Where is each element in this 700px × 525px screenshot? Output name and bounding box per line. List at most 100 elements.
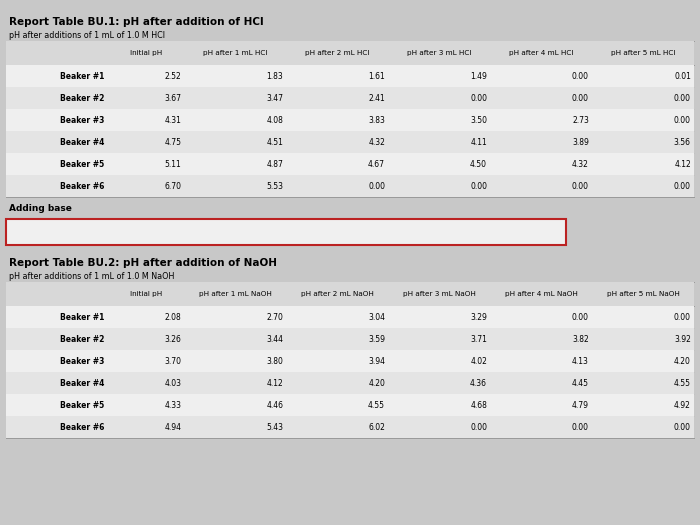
- Text: 4.50: 4.50: [470, 160, 487, 169]
- Text: 4.68: 4.68: [470, 401, 487, 410]
- Text: 4.08: 4.08: [266, 116, 283, 125]
- Text: 4.36: 4.36: [470, 379, 487, 388]
- Text: Beaker #5: Beaker #5: [60, 160, 104, 169]
- Text: 0.01: 0.01: [674, 71, 691, 81]
- Text: 4.32: 4.32: [572, 160, 589, 169]
- Text: 6.02: 6.02: [368, 423, 385, 432]
- Text: 3.44: 3.44: [266, 334, 283, 344]
- Text: 4.87: 4.87: [266, 160, 283, 169]
- Text: 0.00: 0.00: [470, 182, 487, 191]
- Text: Beaker #6: Beaker #6: [60, 182, 104, 191]
- Text: pH after 2 mL HCl: pH after 2 mL HCl: [305, 50, 370, 56]
- Text: 4.11: 4.11: [470, 138, 487, 147]
- Text: 4.03: 4.03: [164, 379, 181, 388]
- Text: 4.55: 4.55: [368, 401, 385, 410]
- Text: 5.11: 5.11: [164, 160, 181, 169]
- Text: Report Table BU.2: pH after addition of NaOH: Report Table BU.2: pH after addition of …: [9, 258, 277, 268]
- Text: 3.83: 3.83: [368, 116, 385, 125]
- Text: 4.12: 4.12: [674, 160, 691, 169]
- Text: 3.80: 3.80: [266, 356, 283, 366]
- Text: 5.43: 5.43: [266, 423, 283, 432]
- Text: 0.00: 0.00: [470, 423, 487, 432]
- Text: pH after 4 mL HCl: pH after 4 mL HCl: [510, 50, 574, 56]
- Text: 6.70: 6.70: [164, 182, 181, 191]
- Text: 3.04: 3.04: [368, 312, 385, 322]
- Text: 0.00: 0.00: [674, 312, 691, 322]
- Text: 2.73: 2.73: [572, 116, 589, 125]
- Text: pH after 3 mL HCl: pH after 3 mL HCl: [407, 50, 472, 56]
- Text: 4.12: 4.12: [267, 379, 283, 388]
- Text: Report Table BU.1: pH after addition of HCl: Report Table BU.1: pH after addition of …: [9, 17, 264, 27]
- Text: Initial pH: Initial pH: [130, 50, 162, 56]
- Text: 4.94: 4.94: [164, 423, 181, 432]
- Text: 3.94: 3.94: [368, 356, 385, 366]
- Text: 3.70: 3.70: [164, 356, 181, 366]
- Text: 4.67: 4.67: [368, 160, 385, 169]
- Text: 4.33: 4.33: [164, 401, 181, 410]
- Text: 3.47: 3.47: [266, 93, 283, 103]
- Text: 0.00: 0.00: [470, 93, 487, 103]
- Text: 4.13: 4.13: [572, 356, 589, 366]
- Text: 3.29: 3.29: [470, 312, 487, 322]
- Text: 3.67: 3.67: [164, 93, 181, 103]
- Text: 0.00: 0.00: [368, 182, 385, 191]
- Text: pH after 5 mL HCl: pH after 5 mL HCl: [611, 50, 676, 56]
- Text: pH after 2 mL NaOH: pH after 2 mL NaOH: [301, 291, 374, 297]
- Text: Beaker #3: Beaker #3: [60, 356, 104, 366]
- Text: 3.92: 3.92: [674, 334, 691, 344]
- Text: pH after 1 mL HCl: pH after 1 mL HCl: [204, 50, 268, 56]
- Text: 0.00: 0.00: [674, 93, 691, 103]
- Text: 2.08: 2.08: [164, 312, 181, 322]
- Text: 0.00: 0.00: [674, 182, 691, 191]
- Text: 0.00: 0.00: [572, 312, 589, 322]
- Text: pH after additions of 1 mL of 1.0 M HCl: pH after additions of 1 mL of 1.0 M HCl: [9, 32, 165, 40]
- Text: Beaker #5: Beaker #5: [60, 401, 104, 410]
- Text: 0.00: 0.00: [674, 423, 691, 432]
- Text: 1.49: 1.49: [470, 71, 487, 81]
- Text: Beaker #1: Beaker #1: [60, 312, 104, 322]
- Text: 3.82: 3.82: [572, 334, 589, 344]
- Text: 4.20: 4.20: [674, 356, 691, 366]
- Text: 0.00: 0.00: [572, 423, 589, 432]
- Text: 2.52: 2.52: [164, 71, 181, 81]
- Text: 4.51: 4.51: [266, 138, 283, 147]
- Text: Beaker #2: Beaker #2: [60, 93, 104, 103]
- Text: Adding base: Adding base: [9, 204, 72, 213]
- Text: Note:If the buffer capacity for a solution is exceeded in less than 5 mL, there : Note:If the buffer capacity for a soluti…: [13, 229, 526, 235]
- Text: pH after 3 mL NaOH: pH after 3 mL NaOH: [403, 291, 476, 297]
- Text: 1.61: 1.61: [368, 71, 385, 81]
- Text: 3.50: 3.50: [470, 116, 487, 125]
- Text: 0.00: 0.00: [572, 93, 589, 103]
- Text: 4.02: 4.02: [470, 356, 487, 366]
- Text: 5.53: 5.53: [266, 182, 283, 191]
- Text: 2.70: 2.70: [266, 312, 283, 322]
- Text: 3.56: 3.56: [674, 138, 691, 147]
- Text: 4.79: 4.79: [572, 401, 589, 410]
- Text: 3.89: 3.89: [572, 138, 589, 147]
- Text: 1.83: 1.83: [267, 71, 283, 81]
- Text: 4.92: 4.92: [674, 401, 691, 410]
- Text: 4.31: 4.31: [164, 116, 181, 125]
- Text: pH after additions of 1 mL of 1.0 M NaOH: pH after additions of 1 mL of 1.0 M NaOH: [9, 272, 174, 281]
- Text: Beaker #1: Beaker #1: [60, 71, 104, 81]
- Text: Beaker #4: Beaker #4: [60, 379, 104, 388]
- Text: 0.00: 0.00: [572, 182, 589, 191]
- Text: 0.00: 0.00: [572, 71, 589, 81]
- Text: 2.41: 2.41: [368, 93, 385, 103]
- Text: Beaker #2: Beaker #2: [60, 334, 104, 344]
- Text: 0.00: 0.00: [674, 116, 691, 125]
- Text: 4.32: 4.32: [368, 138, 385, 147]
- Text: 4.46: 4.46: [266, 401, 283, 410]
- Text: 3.71: 3.71: [470, 334, 487, 344]
- Text: 4.45: 4.45: [572, 379, 589, 388]
- Text: Initial pH: Initial pH: [130, 291, 162, 297]
- Text: Beaker #3: Beaker #3: [60, 116, 104, 125]
- Text: Beaker #6: Beaker #6: [60, 423, 104, 432]
- Text: 4.55: 4.55: [674, 379, 691, 388]
- Text: pH after 5 mL NaOH: pH after 5 mL NaOH: [607, 291, 680, 297]
- Text: pH after 4 mL NaOH: pH after 4 mL NaOH: [505, 291, 578, 297]
- Text: pH after 1 mL NaOH: pH after 1 mL NaOH: [199, 291, 272, 297]
- Text: 3.59: 3.59: [368, 334, 385, 344]
- Text: 3.26: 3.26: [164, 334, 181, 344]
- Text: Beaker #4: Beaker #4: [60, 138, 104, 147]
